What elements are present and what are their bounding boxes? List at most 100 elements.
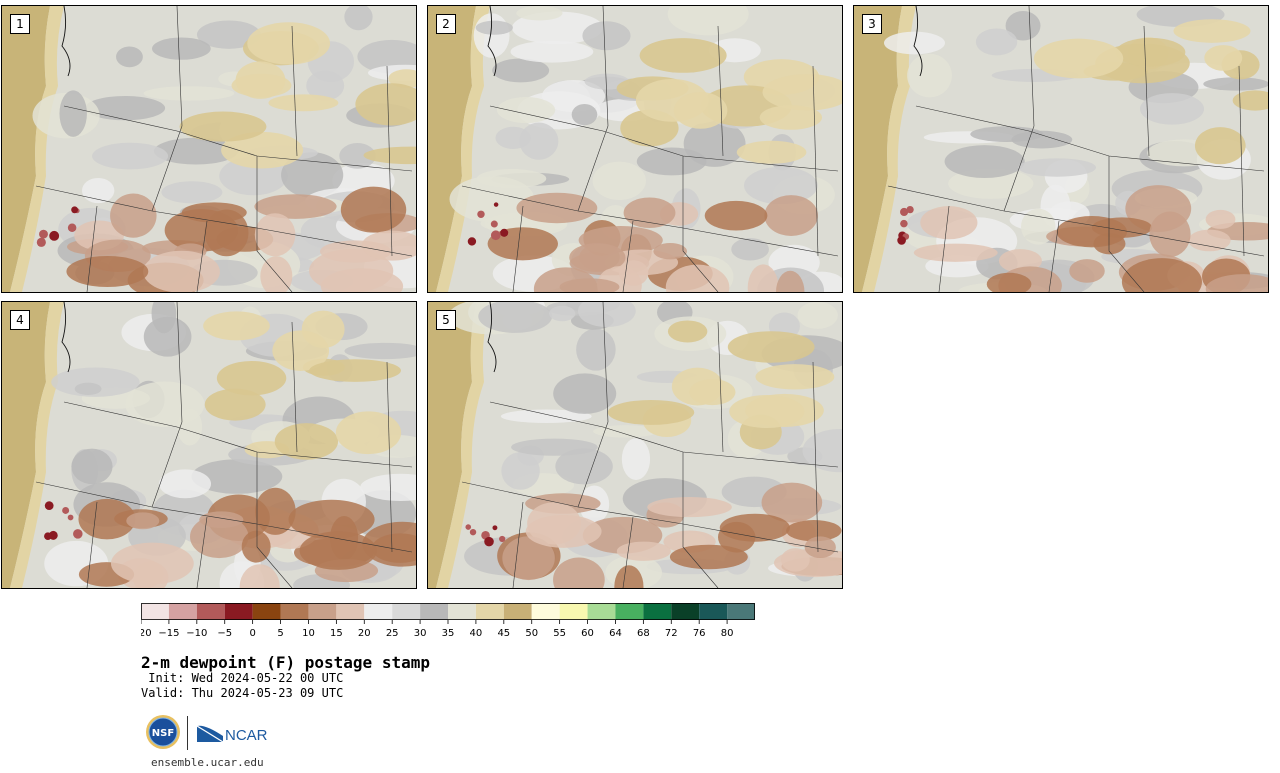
brown-contour-region [78, 498, 136, 540]
brown-contour-region [181, 202, 247, 223]
gray-contour-region [51, 367, 140, 397]
state-boundary [887, 185, 1265, 257]
gray-contour-region [478, 302, 553, 333]
tan-contour-region [689, 379, 736, 406]
gray-contour-region [731, 238, 769, 261]
tan-contour-region [727, 331, 815, 363]
brown-contour-region [776, 270, 805, 292]
nsf-logo-icon: NSF [146, 715, 180, 749]
member-label: 4 [10, 310, 30, 330]
gray-contour-region [344, 6, 373, 31]
gray-contour-region [510, 40, 594, 63]
gray-contour-region [1139, 93, 1205, 125]
gray-contour-region [582, 21, 631, 51]
ncar-logo-icon: NCAR [197, 725, 268, 744]
dry-spot [465, 524, 472, 530]
valid-time: Valid: Thu 2024-05-23 09 UTC [141, 686, 344, 700]
brown-contour-region [66, 255, 149, 288]
colorbar-swatch [308, 603, 337, 620]
gray-contour-region [970, 126, 1044, 142]
brown-contour-region [1205, 209, 1236, 229]
gray-contour-region [153, 137, 238, 165]
gray-contour-region [496, 97, 556, 124]
brown-contour-region [913, 243, 998, 262]
colorbar-swatch [336, 603, 365, 620]
gray-contour-region [71, 448, 113, 485]
colorbar-swatch [141, 603, 169, 620]
gray-contour-region [553, 373, 617, 414]
gray-contour-region [495, 126, 531, 149]
svg-text:NCAR: NCAR [225, 727, 268, 744]
colorbar-tick-label: 55 [553, 628, 566, 639]
brown-contour-region [1056, 216, 1128, 248]
dry-spot [477, 210, 485, 219]
tan-contour-region [247, 22, 331, 65]
colorbar-swatch [503, 603, 532, 620]
brown-contour-region [309, 249, 394, 292]
colorbar-tick-label: 40 [470, 628, 483, 639]
brown-contour-region [143, 250, 220, 292]
map-panel-5: 5 [427, 301, 843, 589]
gray-contour-region [549, 305, 576, 322]
gray-contour-region [92, 142, 169, 170]
gray-contour-region [667, 6, 749, 36]
coastline [61, 302, 71, 373]
brown-contour-region [239, 564, 280, 588]
gray-contour-region [571, 103, 598, 126]
colorbar-tick-label: −15 [158, 628, 179, 639]
dry-spot [62, 506, 70, 514]
gray-contour-region [975, 28, 1018, 56]
svg-text:NSF: NSF [152, 728, 174, 739]
colorbar-swatch [364, 603, 393, 620]
gray-contour-region [1005, 11, 1041, 41]
dry-spot [900, 207, 909, 217]
dry-spot [67, 223, 77, 233]
colorbar-swatch [392, 603, 421, 620]
brown-contour-region [719, 513, 790, 542]
colorbar-frame [141, 603, 755, 620]
brown-contour-region [553, 557, 605, 588]
colorbar-tick-label: 72 [665, 628, 678, 639]
colorbar-swatch [587, 603, 616, 620]
state-boundary [196, 516, 208, 588]
gray-contour-region [907, 53, 952, 98]
colorbar-swatch [615, 603, 644, 620]
dewpoint-map [2, 302, 416, 588]
brown-contour-region [761, 482, 823, 523]
gray-contour-region [196, 20, 261, 49]
colorbar-tick-label: 80 [721, 628, 734, 639]
gray-contour-region [81, 177, 115, 204]
tan-contour-region [673, 91, 728, 129]
state-boundary [86, 501, 98, 588]
website-link[interactable]: ensemble.ucar.edu [151, 756, 264, 769]
state-boundary [1003, 6, 1035, 212]
gray-contour-region [143, 86, 235, 101]
brown-contour-region [1205, 274, 1268, 292]
tan-contour-region [179, 111, 267, 142]
brown-contour-region [110, 542, 194, 585]
colorbar-tick-label: 35 [442, 628, 455, 639]
gray-contour-region [744, 166, 818, 205]
dry-spot [493, 202, 499, 207]
gray-contour-region [339, 143, 376, 169]
ocean-area [2, 6, 50, 292]
tan-contour-region [388, 69, 416, 88]
gray-contour-region [84, 95, 166, 121]
dry-spot [500, 228, 509, 237]
tan-contour-region [667, 320, 708, 343]
ocean-area [428, 302, 476, 588]
gray-contour-region [519, 122, 559, 160]
coastal-band [436, 6, 490, 292]
dewpoint-map [2, 6, 416, 292]
coastline [487, 302, 497, 373]
colorbar-swatch [531, 603, 560, 620]
coastal-band [862, 6, 916, 292]
state-boundary [682, 156, 719, 292]
brown-contour-region [525, 515, 602, 548]
dry-spot [36, 237, 46, 247]
brown-contour-region [199, 511, 244, 529]
tan-contour-region [1204, 45, 1243, 71]
colorbar-swatch [420, 603, 448, 620]
state-boundary [717, 321, 724, 453]
colorbar-swatch [196, 603, 225, 620]
